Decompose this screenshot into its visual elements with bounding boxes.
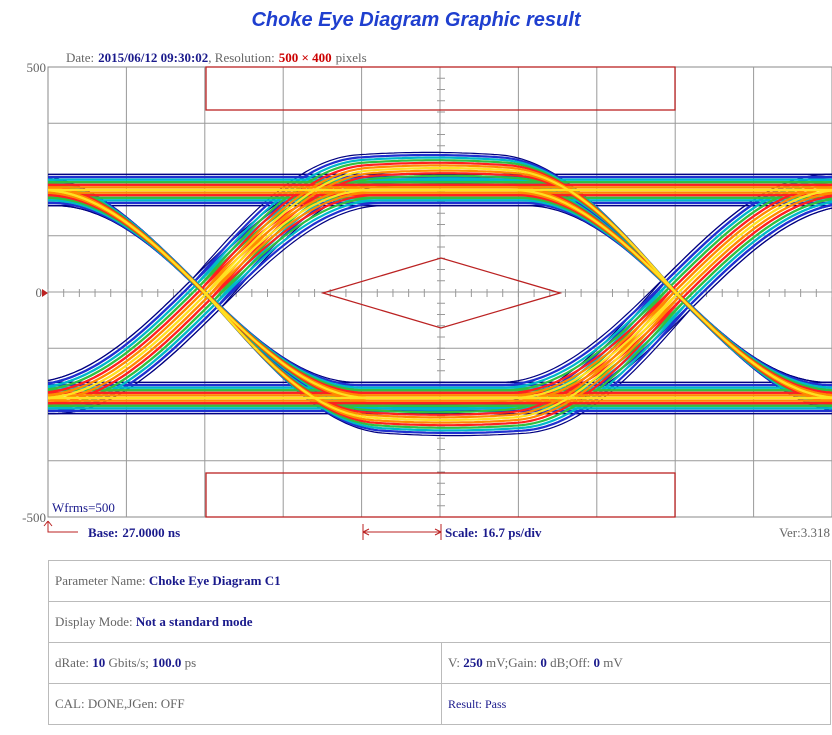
unit: mV;Gain:	[486, 655, 538, 670]
value: 250	[463, 655, 483, 670]
label: Parameter Name:	[55, 573, 146, 588]
grid	[47, 66, 832, 518]
base-value: 27.0000 ns	[122, 525, 180, 540]
base-arrow	[43, 520, 78, 533]
label: dRate:	[55, 655, 89, 670]
version: Ver:3.318	[779, 525, 830, 540]
parameter-table: Parameter Name: Choke Eye Diagram C1 Dis…	[48, 560, 831, 725]
value: 0	[540, 655, 547, 670]
resolution-label: , Resolution:	[208, 50, 274, 65]
base: Base: 27.0000 ns	[88, 525, 180, 540]
y-label-middle: 0	[36, 285, 43, 300]
value: Choke Eye Diagram C1	[148, 573, 281, 588]
value: Not a standard mode	[135, 614, 253, 629]
result: Result: Pass	[448, 697, 507, 711]
y-label-top: 500	[27, 60, 47, 75]
unit: mV	[603, 655, 623, 670]
title: Choke Eye Diagram Graphic result	[251, 9, 581, 31]
masks	[205, 66, 676, 518]
unit: Gbits/s;	[108, 655, 149, 670]
cal: CAL: DONE,JGen: OFF	[55, 696, 185, 711]
unit: dB;Off:	[550, 655, 591, 670]
unit: ps	[184, 655, 197, 670]
scale-label: Scale:	[445, 525, 478, 540]
resolution-unit: pixels	[336, 50, 367, 65]
scale-value: 16.7 ps/div	[482, 525, 542, 540]
header: Date: 2015/06/12 09:30:02, Resolution: 500…	[66, 50, 367, 65]
cell: Result: Pass	[441, 683, 831, 725]
label: V:	[448, 655, 461, 670]
cell: Parameter Name: Choke Eye Diagram C1	[48, 560, 831, 602]
date-label: Date:	[66, 50, 94, 65]
eye-trace	[48, 189, 832, 422]
label: Display Mode:	[55, 614, 133, 629]
traces	[48, 151, 832, 437]
cell: CAL: DONE,JGen: OFF	[48, 683, 442, 725]
y-label-bottom: -500	[22, 510, 46, 525]
cell: dRate: 10 Gbits/s; 100.0 ps	[48, 642, 442, 684]
top-mask	[205, 66, 676, 111]
base-label: Base:	[88, 525, 118, 540]
bottom-mask	[205, 472, 676, 518]
zero-marker	[42, 289, 48, 297]
date: 2015/06/12 09:30:02	[98, 50, 208, 65]
value: 100.0	[152, 655, 182, 670]
waveforms: Wfrms=500	[52, 500, 115, 515]
value: 10	[92, 655, 106, 670]
scale: Scale: 16.7 ps/div	[445, 525, 542, 540]
cell: Display Mode: Not a standard mode	[48, 601, 831, 643]
scale-bracket	[362, 524, 442, 540]
cell: V: 250 mV;Gain: 0 dB;Off: 0 mV	[441, 642, 831, 684]
eye-mask	[320, 257, 563, 329]
value: 0	[593, 655, 601, 670]
eye-diagram: Choke Eye Diagram Graphic result Date: 20…	[22, 9, 832, 540]
resolution: 500 × 400	[279, 50, 332, 65]
